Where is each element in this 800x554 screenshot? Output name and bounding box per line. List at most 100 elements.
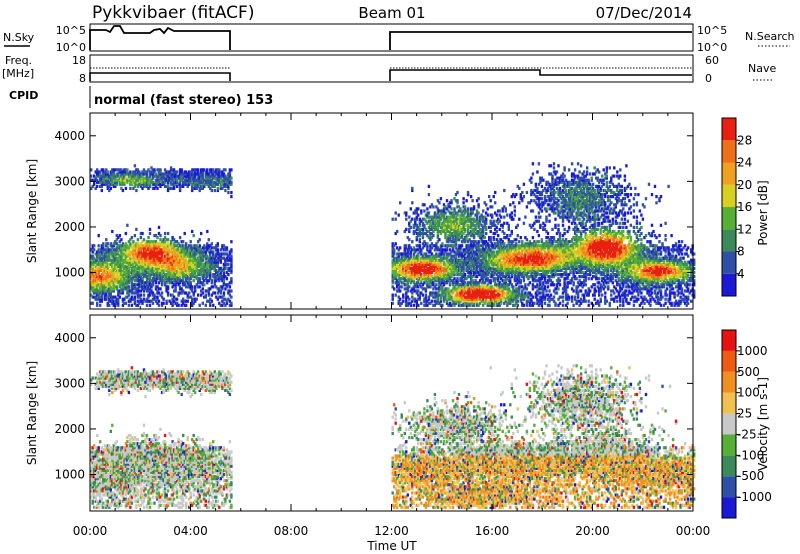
range-gate-cell — [507, 279, 510, 283]
range-gate-cell — [417, 254, 420, 258]
range-gate-cell — [108, 303, 111, 307]
range-gate-cell — [111, 172, 114, 176]
range-gate-cell — [441, 279, 444, 283]
range-gate-cell — [198, 268, 201, 273]
range-gate-cell — [159, 248, 162, 252]
range-gate-cell — [115, 266, 118, 270]
range-gate-cell — [96, 303, 99, 307]
range-gate-cell — [512, 248, 515, 252]
range-gate-cell — [408, 246, 411, 250]
range-gate-cell — [491, 244, 494, 248]
range-gate-cell — [459, 258, 462, 262]
range-gate-cell — [204, 170, 207, 174]
range-gate-cell — [486, 285, 489, 289]
range-gate-cell — [171, 238, 174, 242]
range-gate-cell — [427, 262, 431, 266]
range-gate-cell — [500, 285, 503, 289]
range-gate-cell — [504, 209, 507, 213]
range-gate-cell — [405, 303, 408, 307]
range-gate-cell — [415, 217, 418, 221]
range-gate-cell — [154, 281, 158, 285]
range-gate-cell — [500, 283, 503, 287]
range-gate-cell — [198, 244, 201, 248]
range-gate-cell — [132, 170, 135, 174]
range-gate-cell — [157, 180, 161, 184]
range-gate-cell — [474, 250, 477, 254]
range-gate-cell — [109, 270, 112, 275]
range-gate-cell — [456, 190, 459, 195]
range-gate-cell — [197, 172, 200, 176]
range-gate-cell — [230, 262, 233, 266]
range-gate-cell — [486, 207, 489, 211]
range-gate-cell — [444, 287, 447, 291]
range-gate-cell — [430, 242, 434, 246]
range-gate-cell — [100, 295, 103, 299]
range-gate-cell — [468, 262, 471, 266]
range-gate-cell — [465, 234, 468, 238]
range-gate-cell — [474, 262, 477, 266]
range-gate-cell — [215, 254, 218, 258]
range-gate-cell — [136, 287, 140, 291]
range-gate-cell — [171, 285, 174, 289]
range-gate-cell — [99, 285, 102, 289]
range-gate-cell — [121, 277, 125, 281]
range-gate-cell — [457, 299, 461, 303]
range-gate-cell — [138, 295, 141, 299]
range-gate-cell — [106, 242, 109, 246]
range-gate-cell — [172, 279, 176, 283]
range-gate-cell — [150, 166, 153, 170]
range-gate-cell — [397, 254, 400, 258]
range-gate-cell — [130, 287, 134, 291]
range-gate-cell — [469, 213, 473, 217]
range-gate-cell — [492, 289, 495, 293]
range-gate-cell — [471, 260, 474, 264]
range-gate-cell — [478, 262, 482, 266]
range-gate-cell — [191, 250, 194, 254]
range-gate-cell — [182, 283, 185, 287]
range-gate-cell — [439, 299, 443, 303]
range-gate-cell — [507, 256, 510, 260]
range-gate-cell — [444, 211, 447, 215]
range-gate-cell — [132, 264, 135, 268]
range-gate-cell — [157, 242, 161, 246]
range-gate-cell — [141, 254, 144, 258]
range-gate-cell — [444, 227, 447, 231]
range-gate-cell — [102, 279, 105, 283]
range-gate-cell — [123, 244, 126, 248]
range-gate-cell — [448, 297, 452, 301]
range-gate-cell — [213, 283, 216, 287]
range-gate-cell — [169, 176, 173, 180]
range-gate-cell — [427, 266, 431, 270]
range-gate-cell — [177, 248, 180, 252]
range-gate-cell — [216, 172, 219, 176]
range-gate-cell — [182, 289, 185, 293]
range-gate-cell — [453, 289, 456, 293]
range-gate-cell — [171, 174, 174, 178]
range-gate-cell — [108, 275, 111, 279]
range-gate-cell — [228, 178, 232, 182]
range-gate-cell — [480, 250, 483, 254]
range-gate-cell — [450, 215, 453, 219]
range-gate-cell — [159, 275, 162, 279]
range-gate-cell — [206, 180, 209, 184]
range-gate-cell — [186, 262, 189, 266]
range-gate-cell — [472, 293, 476, 297]
range-gate-cell — [506, 264, 509, 268]
range-gate-cell — [99, 172, 102, 176]
range-gate-cell — [447, 287, 450, 291]
range-gate-cell — [474, 268, 477, 273]
range-gate-cell — [441, 227, 444, 231]
range-gate-cell — [206, 174, 209, 178]
range-gate-cell — [195, 250, 198, 254]
range-gate-cell — [430, 270, 434, 275]
range-gate-cell — [185, 170, 188, 174]
range-gate-cell — [135, 303, 138, 307]
range-gate-cell — [227, 180, 230, 184]
range-gate-cell — [108, 297, 111, 301]
range-gate-cell — [106, 182, 109, 186]
range-gate-cell — [153, 260, 156, 264]
range-gate-cell — [123, 283, 126, 287]
range-gate-cell — [427, 215, 431, 219]
range-gate-cell — [200, 262, 203, 266]
range-gate-cell — [469, 283, 473, 287]
